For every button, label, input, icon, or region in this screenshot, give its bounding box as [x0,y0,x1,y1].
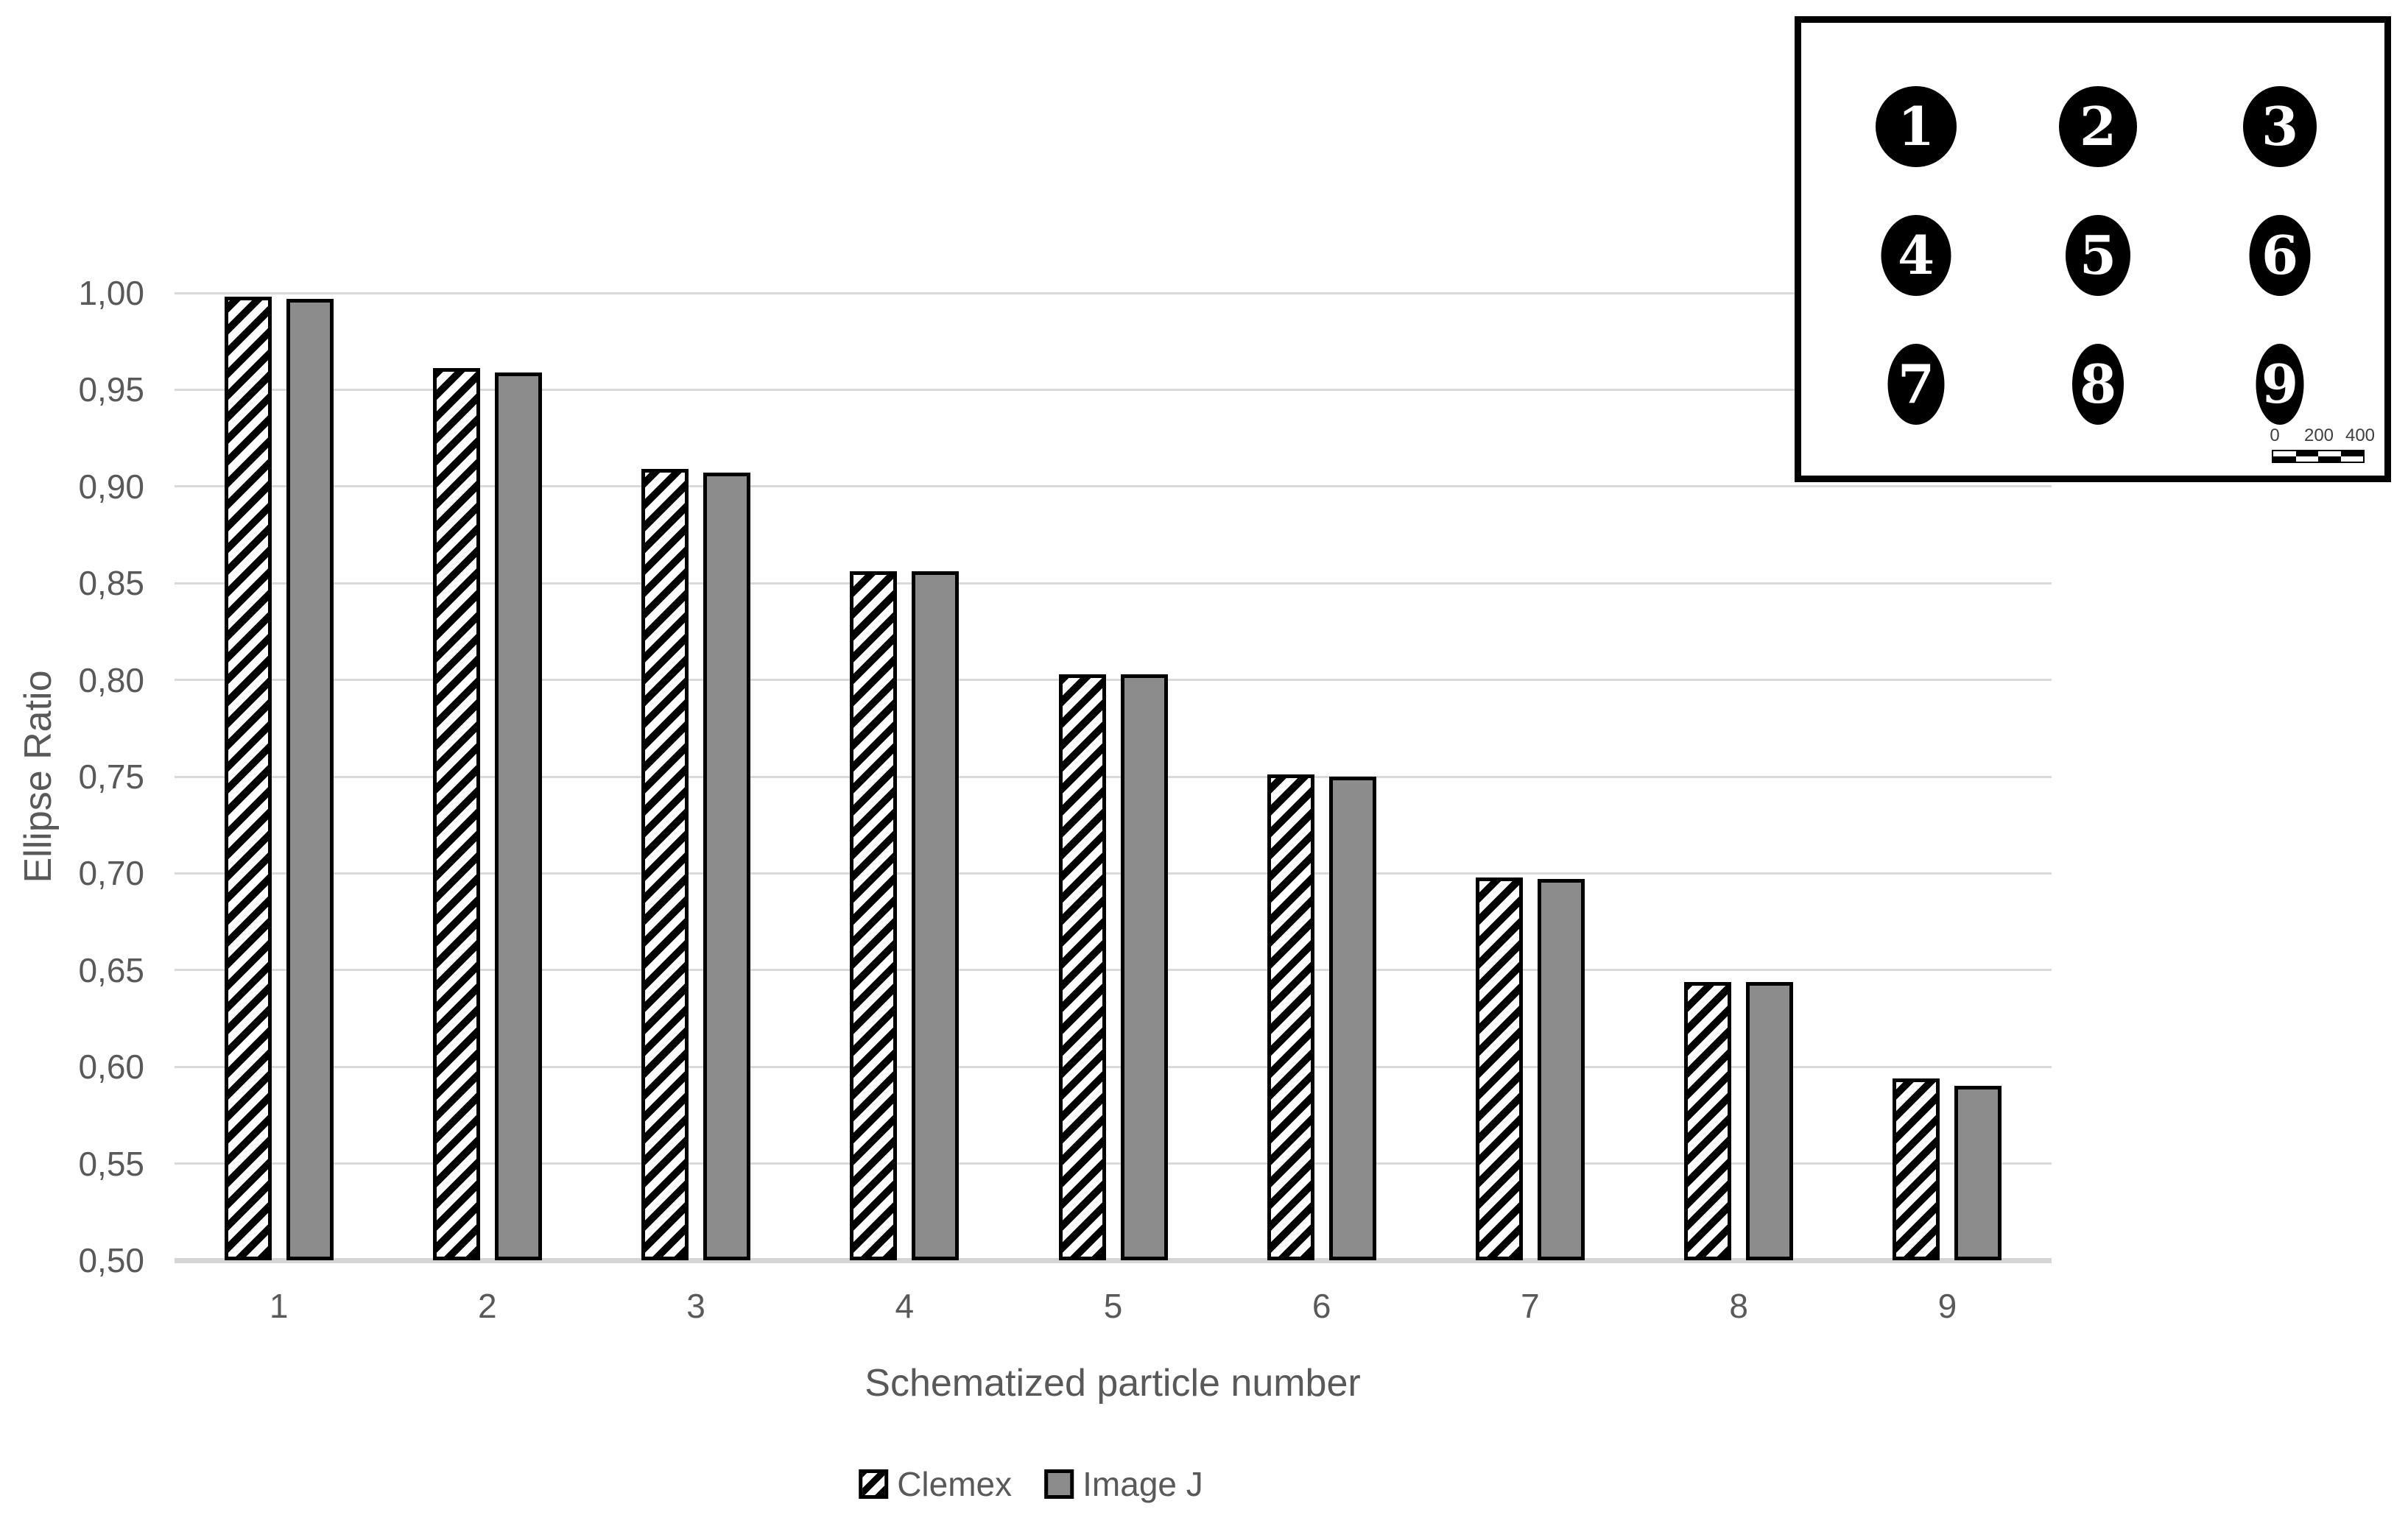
y-tick-label: 0,75 [78,758,144,796]
ellipse-number: 1 [1897,95,1935,158]
scale-bar-segment [2340,451,2363,456]
gridline [175,872,2052,875]
legend-item-clemex: Clemex [859,1466,1012,1502]
ellipse-7: 7 [1887,344,1945,425]
ellipse-4: 4 [1881,215,1951,296]
x-axis-title: Schematized particle number [865,1362,1361,1405]
y-axis-title: Ellipse Ratio [17,670,60,883]
x-tick-label: 7 [1521,1287,1540,1325]
x-tick-label: 5 [1103,1287,1123,1325]
gridline [175,388,2052,391]
gridline [175,582,2052,585]
bar-imagej-9 [1954,1086,2002,1260]
x-tick-label: 3 [686,1287,705,1325]
ellipse-9: 9 [2256,344,2304,425]
ellipse-number: 7 [1897,353,1935,415]
scale-bar-segment [2295,456,2318,462]
bar-clemex-3 [641,469,689,1260]
y-tick-label: 0,55 [78,1144,144,1183]
x-tick-label: 2 [478,1287,497,1325]
gridline [175,485,2052,488]
scale-bar-segment [2295,451,2318,456]
ellipse-3: 3 [2243,86,2317,167]
ellipse-number: 6 [2261,224,2299,286]
gridline [175,679,2052,682]
ellipse-number: 5 [2079,224,2117,286]
scale-bar-label-400: 400 [2345,425,2376,445]
scale-bar-segment [2318,456,2341,462]
bar-imagej-7 [1537,879,1585,1260]
bar-imagej-6 [1328,777,1376,1260]
ellipse-8: 8 [2072,344,2124,425]
y-tick-label: 0,50 [78,1241,144,1279]
scale-bar-segment [2318,451,2341,456]
bar-imagej-8 [1746,981,1794,1260]
y-tick-label: 0,80 [78,660,144,699]
ellipse-number: 2 [2079,95,2117,158]
ellipse-number: 4 [1897,224,1935,286]
legend-label-imagej: Image J [1082,1465,1203,1503]
y-tick-label: 0,90 [78,467,144,506]
ellipse-5: 5 [2066,215,2130,296]
gridline [175,775,2052,778]
bar-clemex-2 [432,368,480,1260]
bar-imagej-1 [286,298,334,1260]
x-tick-label: 4 [895,1287,915,1325]
scale-bar [2272,450,2365,463]
scale-bar-segment [2273,451,2296,456]
ellipse-1: 1 [1876,86,1957,167]
ellipse-2: 2 [2059,86,2137,167]
scale-bar-label-200: 200 [2303,425,2334,445]
ellipse-number: 9 [2261,353,2299,415]
bar-imagej-5 [1120,674,1168,1260]
y-tick-label: 0,85 [78,564,144,603]
y-tick-label: 0,65 [78,950,144,989]
clemex-hatched-swatch-icon [859,1469,889,1499]
ellipse-6: 6 [2249,215,2311,296]
y-tick-label: 0,70 [78,854,144,893]
ellipse-number: 3 [2261,95,2299,158]
bar-clemex-1 [224,297,272,1260]
bar-imagej-2 [494,372,542,1260]
bar-clemex-9 [1893,1078,1940,1260]
y-tick-label: 0,60 [78,1048,144,1087]
imagej-gray-swatch-icon [1044,1469,1074,1499]
bar-clemex-7 [1475,877,1523,1260]
y-tick-label: 0,95 [78,370,144,409]
y-tick-label: 1,00 [78,274,144,312]
gridline [175,292,2052,294]
gridline [175,1065,2052,1068]
legend-label-clemex: Clemex [897,1465,1013,1503]
bar-clemex-4 [850,571,898,1260]
x-tick-label: 9 [1937,1287,1957,1325]
x-tick-label: 1 [269,1287,289,1325]
gridline [175,1162,2052,1165]
legend: Clemex Image J [859,1466,1203,1502]
scale-bar-segment [2273,456,2296,462]
bar-clemex-5 [1058,674,1106,1260]
scale-bar-label-0: 0 [2270,425,2280,445]
bar-imagej-3 [703,473,751,1260]
bar-imagej-4 [912,571,960,1260]
x-tick-label: 6 [1312,1287,1331,1325]
gridline [175,969,2052,972]
ellipse-number: 8 [2079,353,2117,415]
legend-item-imagej: Image J [1044,1466,1203,1502]
x-tick-label: 8 [1729,1287,1748,1325]
bar-clemex-6 [1267,774,1314,1260]
scale-bar-labels: 0 200 400 [1801,426,2384,447]
schematized-particles-inset: 1 2 3 4 5 6 7 8 9 0 200 400 [1795,16,2391,482]
bar-clemex-8 [1684,981,1732,1260]
scale-bar-segment [2340,456,2363,462]
x-axis-line [175,1258,2052,1263]
